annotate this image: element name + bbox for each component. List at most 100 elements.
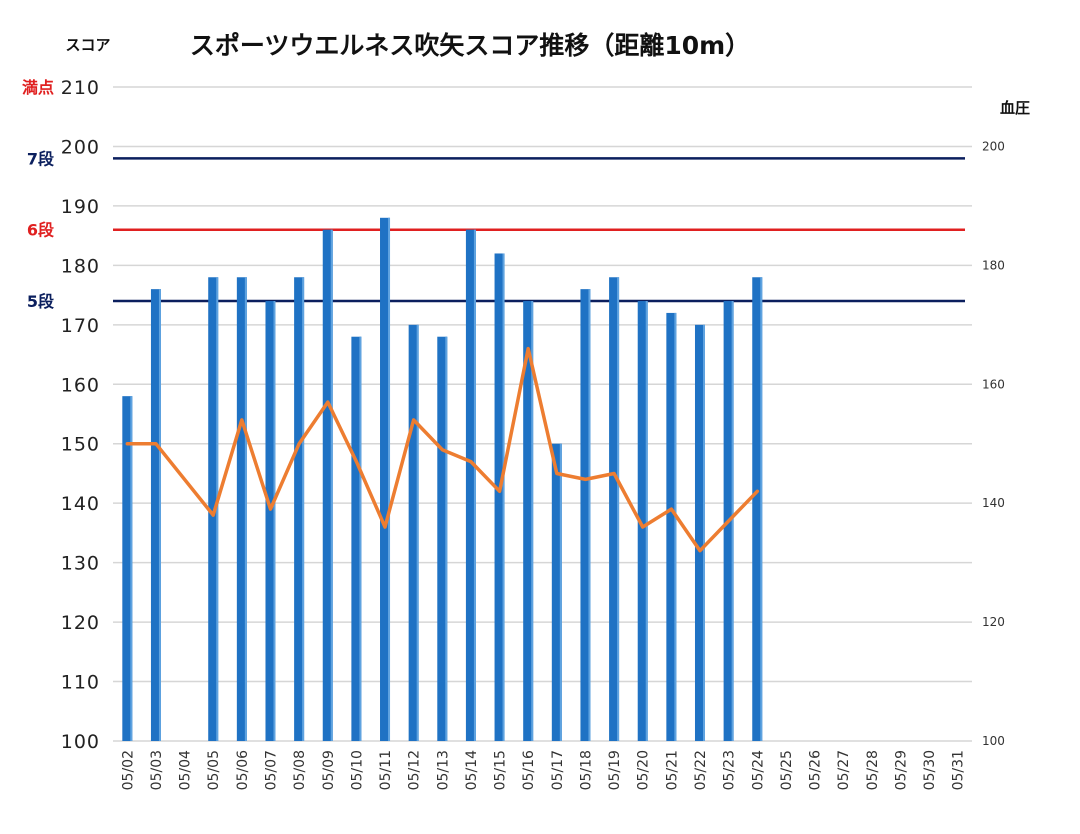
bar-highlight	[473, 229, 476, 741]
x-tick-label: 05/31	[951, 750, 967, 790]
y2-tick-label: 200	[982, 139, 1005, 153]
y2-tick-label: 180	[982, 258, 1005, 272]
bar-highlight	[244, 277, 247, 741]
x-tick-label: 05/14	[464, 750, 480, 790]
y-tick-label: 200	[61, 136, 100, 158]
x-tick-label: 05/22	[693, 750, 709, 790]
x-tick-label: 05/30	[922, 750, 938, 790]
x-tick-label: 05/06	[235, 750, 251, 790]
bar-highlight	[388, 217, 391, 742]
bar-highlight	[645, 301, 648, 741]
bar	[752, 277, 763, 741]
bar	[294, 277, 305, 741]
x-tick-label: 05/08	[292, 750, 308, 790]
y-axis-label: スコア	[65, 36, 110, 54]
bar-highlight	[273, 301, 276, 741]
x-tick-label: 05/25	[779, 750, 795, 790]
y2-tick-label: 120	[982, 615, 1005, 629]
chart-title: スポーツウエルネス吹矢スコア推移（距離10m）	[190, 31, 750, 60]
line-series	[125, 346, 760, 553]
x-tick-label: 05/11	[378, 750, 394, 790]
bar-highlight	[760, 277, 763, 741]
bar-highlight	[359, 336, 362, 741]
x-tick-label: 05/03	[149, 750, 165, 790]
bar-highlight	[674, 312, 677, 741]
x-tick-label: 05/20	[636, 750, 652, 790]
bar-highlight	[330, 229, 333, 741]
bar-highlight	[216, 277, 219, 741]
x-tick-label: 05/24	[750, 750, 766, 790]
bar	[437, 336, 448, 741]
bar	[322, 229, 333, 741]
bar-highlight	[531, 301, 534, 741]
x-tick-label: 05/29	[893, 750, 909, 790]
x-tick-label: 05/18	[579, 750, 595, 790]
y-tick-label: 190	[61, 196, 100, 218]
bar-series	[122, 217, 763, 742]
bar	[122, 396, 133, 741]
bar	[694, 324, 705, 741]
left-axis-ticks: 100 110 120 130 140 150 160 170 180 190 200 210	[61, 77, 100, 753]
bar	[637, 301, 648, 741]
bar-highlight	[588, 289, 591, 741]
x-tick-label: 05/26	[808, 750, 824, 790]
bar	[236, 277, 247, 741]
x-tick-label: 05/19	[607, 750, 623, 790]
y-tick-label: 110	[61, 672, 100, 694]
y-tick-label: 130	[61, 553, 100, 575]
x-tick-label: 05/04	[178, 750, 194, 790]
y2-axis-label: 血圧	[1000, 99, 1030, 117]
y-tick-label: 120	[61, 612, 100, 634]
x-tick-label: 05/21	[664, 750, 680, 790]
bar-highlight	[559, 443, 562, 741]
bar	[551, 443, 562, 741]
bar-highlight	[731, 301, 734, 741]
bar	[380, 217, 391, 742]
bar-highlight	[416, 324, 419, 741]
x-tick-label: 05/28	[865, 750, 881, 790]
y-tick-label: 210	[61, 77, 100, 99]
right-axis-ticks: 100 120 140 160 180 200	[982, 139, 1005, 748]
x-tick-label: 05/23	[722, 750, 738, 790]
bar	[523, 301, 534, 741]
x-tick-label: 05/15	[493, 750, 509, 790]
bar-highlight	[130, 396, 133, 741]
x-tick-label: 05/05	[206, 750, 222, 790]
x-tick-label: 05/10	[349, 750, 365, 790]
bar	[265, 301, 276, 741]
x-axis-ticks: 05/02 05/03 05/04 05/05 05/06 05/07 05/08 05/09…	[120, 750, 966, 791]
y2-tick-label: 160	[982, 377, 1005, 391]
y-tick-label: 140	[61, 493, 100, 515]
bar-highlight	[158, 289, 161, 741]
reference-label: 5段	[27, 292, 55, 311]
x-tick-label: 05/02	[120, 750, 136, 790]
y-tick-label: 150	[61, 434, 100, 456]
grid-lines	[113, 86, 972, 742]
bar	[666, 312, 677, 741]
y-tick-label: 100	[61, 731, 100, 753]
y-tick-label: 180	[61, 255, 100, 277]
x-tick-label: 05/09	[321, 750, 337, 790]
bar-highlight	[502, 253, 505, 742]
bar-highlight	[702, 324, 705, 741]
x-tick-label: 05/07	[264, 750, 280, 790]
bar	[150, 289, 161, 741]
reference-label: 7段	[27, 149, 55, 168]
bar	[465, 229, 476, 741]
x-tick-label: 05/17	[550, 750, 566, 790]
reference-label: 満点	[22, 78, 54, 97]
x-tick-label: 05/13	[435, 750, 451, 790]
x-tick-label: 05/12	[407, 750, 423, 790]
reference-label: 6段	[27, 221, 55, 240]
x-tick-label: 05/16	[521, 750, 537, 790]
y-tick-label: 160	[61, 374, 100, 396]
bar-highlight	[617, 277, 620, 741]
bar	[609, 277, 620, 741]
x-tick-label: 05/27	[836, 750, 852, 790]
y-tick-label: 170	[61, 315, 100, 337]
reference-lines: 満点 7段 6段 5段	[22, 78, 965, 311]
y2-tick-label: 100	[982, 734, 1005, 748]
bar	[408, 324, 419, 741]
y2-tick-label: 140	[982, 496, 1005, 510]
